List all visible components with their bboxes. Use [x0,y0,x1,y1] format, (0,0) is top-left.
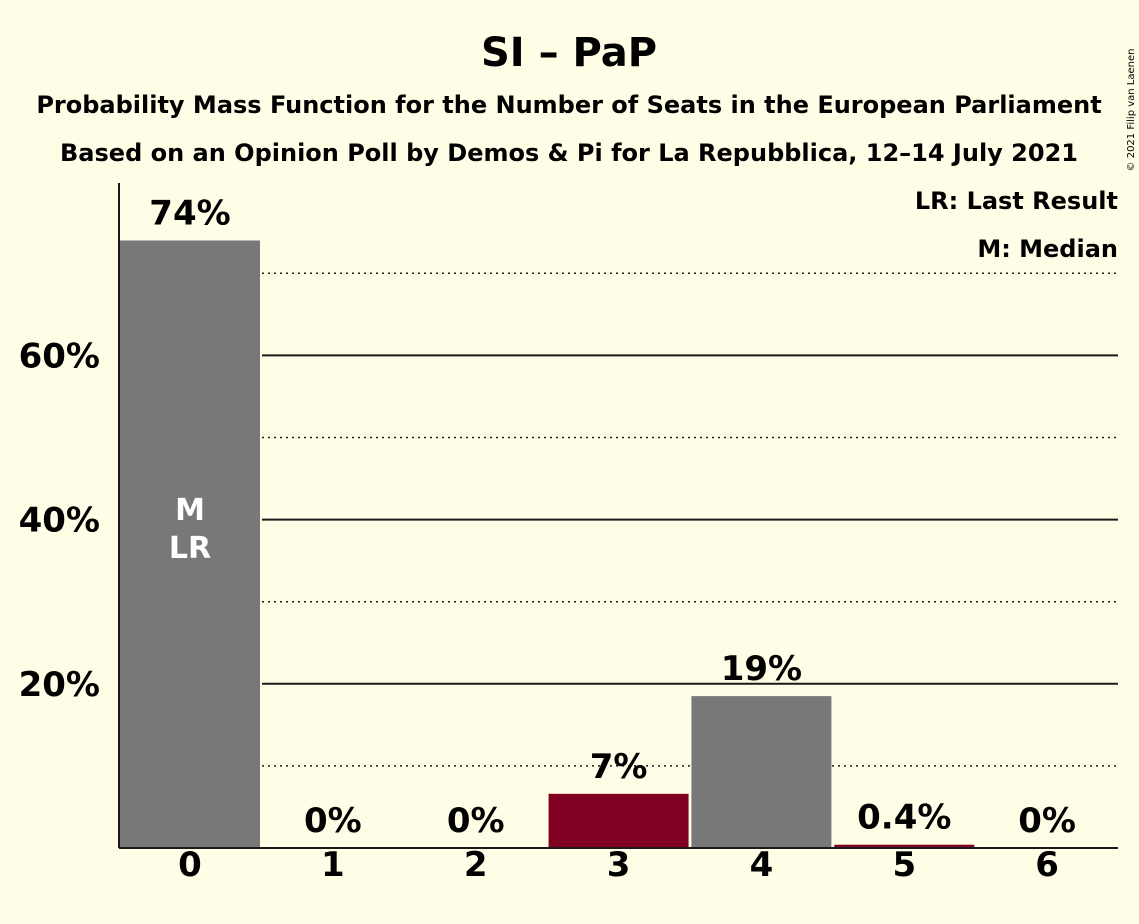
legend-median: M: Median [977,235,1118,263]
legend-last-result: LR: Last Result [915,187,1118,215]
copyright-notice: © 2021 Filip van Laenen [1126,49,1137,172]
bar-3 [548,793,689,848]
gridlines: 20% 40% 60% [19,272,1118,767]
bars [120,240,975,849]
chart-subtitle-line-2: Based on an Opinion Poll by Demos & Pi f… [60,139,1078,167]
bar-4 [691,696,832,848]
x-tick-label: 5 [892,845,916,885]
y-tick-label: 60% [19,336,100,376]
axes [118,183,1118,849]
data-label: 74% [149,193,230,233]
chart-title: SI – PaP [481,30,657,76]
data-label: 0.4% [857,798,951,838]
bar-5 [834,844,975,848]
data-label: 7% [590,747,648,787]
data-label: 19% [721,649,802,689]
x-tick-label: 1 [321,845,345,885]
x-tick-label: 2 [464,845,488,885]
y-tick-label: 40% [19,501,100,541]
data-label: 0% [447,801,505,841]
data-label: 0% [304,801,362,841]
median-marker: M [175,493,205,528]
y-tick-label: 20% [19,665,100,705]
last-result-marker: LR [169,531,211,566]
x-tick-label: 0 [178,845,202,885]
chart-subtitle-line-1: Probability Mass Function for the Number… [36,91,1101,119]
x-tick-label: 6 [1035,845,1059,885]
x-tick-label: 4 [750,845,774,885]
data-label: 0% [1018,801,1076,841]
bar-0 [120,240,260,849]
x-tick-label: 3 [607,845,631,885]
